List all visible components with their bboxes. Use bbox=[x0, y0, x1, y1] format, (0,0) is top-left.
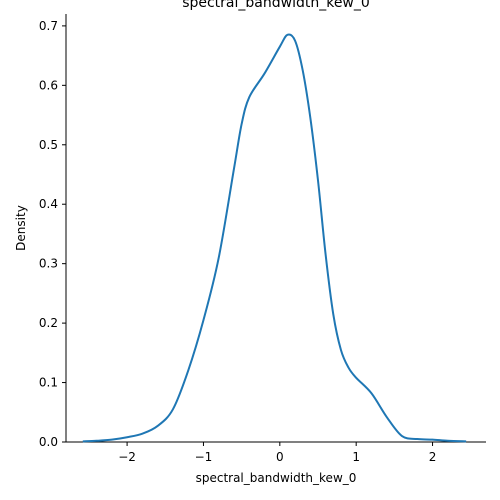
y-tick-label: 0.3 bbox=[39, 257, 58, 271]
y-ticks: 0.0 0.1 0.2 0.3 0.4 0.5 0.6 0.7 bbox=[39, 19, 66, 449]
y-tick-label: 0.2 bbox=[39, 316, 58, 330]
x-tick-label: 2 bbox=[429, 450, 437, 464]
x-ticks: −2 −1 0 1 2 bbox=[118, 442, 436, 464]
y-tick-label: 0.0 bbox=[39, 435, 58, 449]
x-tick-label: −2 bbox=[118, 450, 136, 464]
y-tick-label: 0.1 bbox=[39, 376, 58, 390]
y-tick-label: 0.6 bbox=[39, 78, 58, 92]
x-axis-label: spectral_bandwidth_kew_0 bbox=[196, 471, 357, 485]
x-tick-label: 1 bbox=[352, 450, 360, 464]
y-tick-label: 0.7 bbox=[39, 19, 58, 33]
x-tick-label: −1 bbox=[195, 450, 213, 464]
chart-title: spectral_bandwidth_kew_0 bbox=[182, 0, 370, 11]
y-axis-label: Density bbox=[14, 205, 28, 251]
y-tick-label: 0.5 bbox=[39, 138, 58, 152]
x-tick-label: 0 bbox=[276, 450, 284, 464]
density-series-line bbox=[82, 33, 467, 443]
y-tick-label: 0.4 bbox=[39, 197, 58, 211]
